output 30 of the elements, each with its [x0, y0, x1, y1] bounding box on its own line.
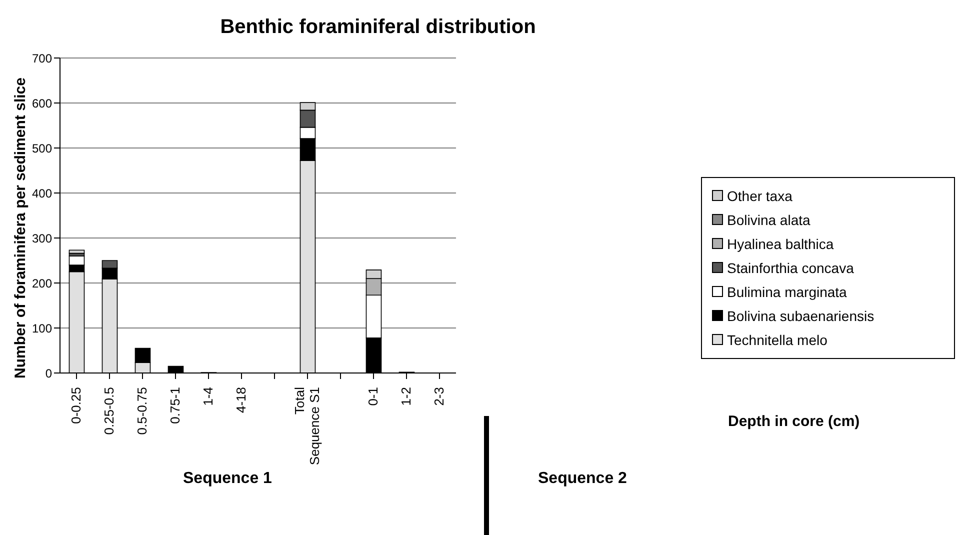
- y-tick-label: 500: [32, 141, 52, 156]
- y-tick-label: 0: [45, 366, 52, 380]
- x-tick-label: 0-1: [366, 387, 380, 406]
- y-tick-label: 700: [32, 51, 52, 66]
- x-tick-label: 0.75-1: [168, 387, 182, 424]
- chart-title: Benthic foraminiferal distribution: [219, 16, 537, 39]
- x-tick-label: 1-4: [200, 387, 216, 406]
- legend-label: Bolivina alata: [727, 212, 810, 228]
- legend-label: Hyalinea balthica: [727, 236, 834, 252]
- y-tick-label: 600: [32, 96, 52, 110]
- y-tick-label: 400: [32, 186, 52, 200]
- x-tick-label: Total Sequence S1: [292, 386, 322, 466]
- legend-label: Bulimina marginata: [727, 284, 847, 300]
- legend-label: Stainforthia concava: [727, 260, 854, 276]
- x-tick-label: 0.5-0.75: [134, 387, 150, 435]
- y-tick-label: 200: [32, 276, 52, 290]
- x-tick-label: 4-18: [234, 387, 248, 414]
- text: Depth in core (cm): [728, 413, 860, 430]
- x-tick-label: 2-3: [432, 387, 446, 406]
- legend-label: Other taxa: [727, 188, 792, 204]
- y-tick-label: 300: [32, 231, 52, 246]
- x-tick-label: 0.25-0.5: [102, 387, 116, 435]
- text: Sequence 2: [538, 470, 627, 488]
- y-axis-title: Number of foraminifera per sediment slice: [12, 78, 29, 378]
- legend-label: Bolivina subaenariensis: [727, 308, 874, 324]
- x-tick-label: 1-2: [398, 387, 414, 406]
- y-tick-label: 100: [32, 321, 52, 336]
- legend-label: Technitella melo: [727, 332, 828, 348]
- x-tick-label: 0-0.25: [68, 387, 84, 424]
- text: Sequence 1: [183, 470, 272, 488]
